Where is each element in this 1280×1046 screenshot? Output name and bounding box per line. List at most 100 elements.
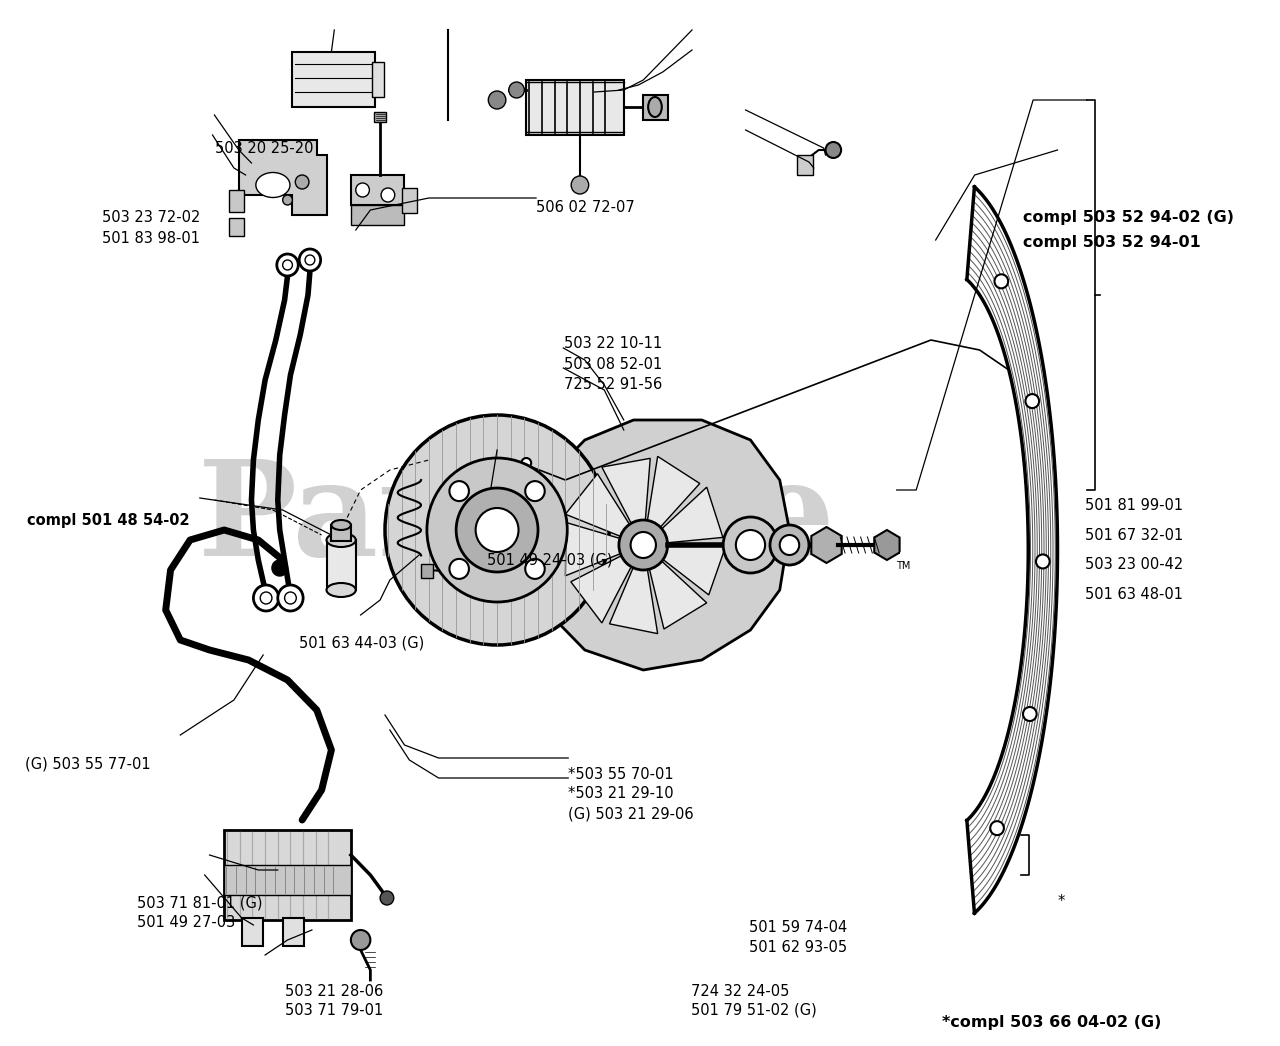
Ellipse shape [256,173,291,198]
Circle shape [449,481,468,501]
Circle shape [476,508,518,552]
Text: 501 63 44-03 (G): 501 63 44-03 (G) [300,636,425,651]
Circle shape [385,415,609,645]
Circle shape [428,458,567,602]
Text: compl 503 52 94-01: compl 503 52 94-01 [1023,235,1201,250]
Bar [224,829,351,920]
Bar [229,218,243,236]
Text: 503 20 25-20: 503 20 25-20 [215,141,314,156]
Polygon shape [812,527,842,563]
Circle shape [260,592,271,604]
Text: 503 71 81-01 (G): 503 71 81-01 (G) [137,895,262,910]
Bar [229,190,243,212]
Bar [374,112,387,122]
Bar [402,188,417,213]
Polygon shape [571,552,634,623]
Circle shape [1023,707,1037,721]
Text: compl 503 52 94-02 (G): compl 503 52 94-02 (G) [1023,210,1234,225]
Circle shape [300,249,321,271]
Circle shape [456,488,538,572]
Polygon shape [602,458,650,527]
Circle shape [723,517,778,573]
Circle shape [771,525,809,565]
Circle shape [271,560,288,576]
Text: (G) 503 21 29-06: (G) 503 21 29-06 [567,806,694,821]
Ellipse shape [326,583,356,597]
Text: 501 49 27-03: 501 49 27-03 [137,915,236,930]
Polygon shape [239,140,326,215]
Ellipse shape [648,97,662,117]
Text: 725 52 91-56: 725 52 91-56 [564,378,662,392]
Circle shape [488,91,506,109]
Bar [351,175,404,205]
Text: *503 21 29-10: *503 21 29-10 [567,787,673,801]
Bar [292,52,375,107]
Circle shape [631,532,655,558]
Circle shape [283,195,292,205]
Circle shape [253,585,279,611]
Bar [372,62,384,97]
Text: 501 49 24-03 (G): 501 49 24-03 (G) [486,552,612,567]
Circle shape [278,585,303,611]
Polygon shape [646,456,700,532]
Circle shape [284,592,296,604]
Text: 503 71 79-01: 503 71 79-01 [285,1003,384,1018]
Circle shape [525,481,545,501]
Circle shape [995,274,1009,289]
Text: 503 23 72-02: 503 23 72-02 [102,210,201,225]
Text: 501 79 51-02 (G): 501 79 51-02 (G) [691,1003,817,1018]
Circle shape [571,176,589,194]
Circle shape [508,82,525,98]
Bar [797,155,813,175]
Circle shape [351,930,370,950]
Polygon shape [648,558,707,629]
Bar [526,79,623,135]
Circle shape [381,188,394,202]
Circle shape [380,891,394,905]
Ellipse shape [332,520,351,530]
Text: 501 59 74-04: 501 59 74-04 [749,920,847,935]
Text: 503 08 52-01: 503 08 52-01 [564,357,662,371]
Text: 503 23 00-42: 503 23 00-42 [1085,558,1184,572]
Polygon shape [658,545,726,595]
Bar [224,865,351,895]
Polygon shape [609,562,658,634]
Bar [242,918,264,946]
Circle shape [736,530,765,560]
Circle shape [1025,394,1039,408]
Text: 503 21 28-06: 503 21 28-06 [285,984,384,999]
Text: (G) 503 55 77-01: (G) 503 55 77-01 [24,756,151,771]
Circle shape [283,260,292,270]
Circle shape [991,821,1004,835]
Text: 501 62 93-05: 501 62 93-05 [749,940,846,955]
Bar [326,540,356,590]
Circle shape [305,255,315,265]
Text: 503 22 10-11: 503 22 10-11 [564,336,662,350]
Text: 501 83 98-01: 501 83 98-01 [102,231,200,246]
Bar [351,205,404,225]
Circle shape [525,559,545,578]
Polygon shape [566,523,626,575]
Circle shape [1036,554,1050,568]
Bar [421,564,433,578]
Circle shape [521,458,531,468]
Text: TM: TM [896,561,910,571]
Text: 506 02 72-07: 506 02 72-07 [536,200,635,214]
Circle shape [276,254,298,276]
Text: *: * [1059,894,1065,909]
Circle shape [356,183,370,197]
Ellipse shape [326,533,356,547]
Circle shape [296,175,308,189]
Polygon shape [531,420,790,670]
Polygon shape [566,474,634,538]
Text: *compl 503 66 04-02 (G): *compl 503 66 04-02 (G) [942,1016,1161,1030]
Circle shape [449,559,468,578]
Circle shape [826,142,841,158]
Polygon shape [874,530,900,560]
Text: 501 81 99-01: 501 81 99-01 [1085,498,1184,513]
Circle shape [780,535,799,555]
Bar [332,525,351,541]
Text: *503 55 70-01: *503 55 70-01 [567,767,673,781]
Text: 501 63 48-01: 501 63 48-01 [1085,587,1184,601]
Bar [283,918,305,946]
